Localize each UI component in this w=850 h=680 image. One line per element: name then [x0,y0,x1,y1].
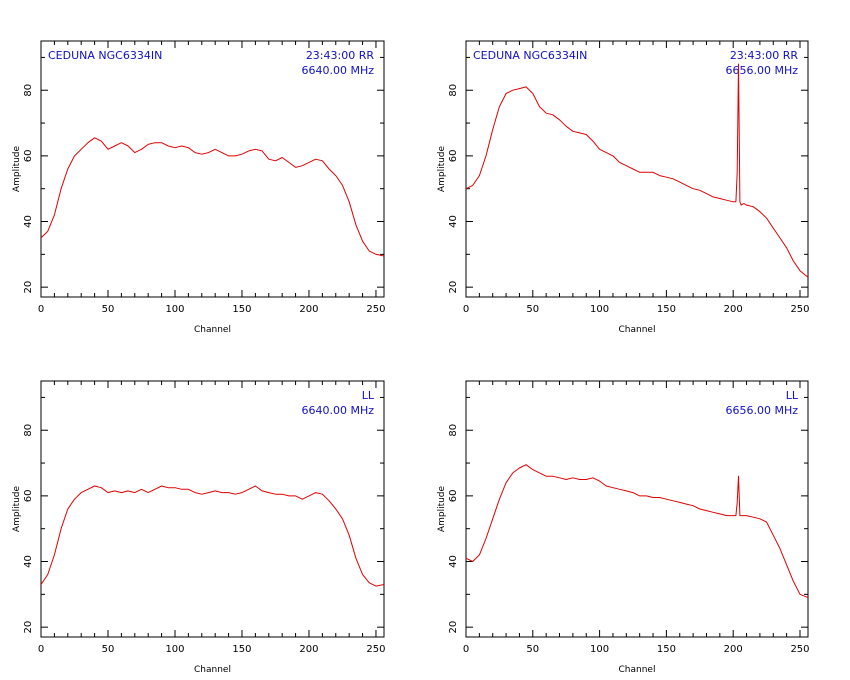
y-tick-label: 80 [23,84,34,97]
y-tick-label: 60 [448,150,459,163]
y-tick-label: 40 [23,215,34,228]
plot-frame [40,40,385,298]
x-tick-label: 150 [657,644,676,655]
x-tick-label: 100 [165,304,184,315]
y-axis-label: Amplitude [12,145,22,192]
y-axis-label: Amplitude [437,145,447,192]
source-label: CEDUNA NGC6334IN [473,49,587,62]
x-tick-label: 250 [790,644,809,655]
y-axis-label: Amplitude [12,485,22,532]
x-tick-label: 250 [366,644,385,655]
x-axis-label: Channel [619,665,656,675]
plot-frame [465,40,809,298]
y-tick-label: 20 [23,281,34,294]
amplitude-trace [40,485,385,587]
x-tick-label: 50 [526,644,539,655]
source-label: CEDUNA NGC6334IN [48,49,162,62]
x-tick-label: 150 [232,644,251,655]
amplitude-trace [465,63,809,278]
x-axis-label: Channel [194,665,231,675]
plot-frame [465,380,809,638]
x-tick-label: 100 [590,644,609,655]
y-tick-label: 80 [23,424,34,437]
y-tick-label: 40 [23,555,34,568]
x-tick-label: 200 [724,644,743,655]
x-tick-label: 0 [463,644,469,655]
polarization-label: LL [786,389,799,402]
frequency-label: 6640.00 MHz [301,64,374,77]
y-tick-label: 80 [448,84,459,97]
x-tick-label: 150 [232,304,251,315]
amplitude-trace [465,464,809,599]
x-tick-label: 100 [590,304,609,315]
y-tick-label: 60 [23,490,34,503]
x-axis-label: Channel [194,325,231,335]
spectrum-panel-2: 0 50 100 150 200 250 20 40 60 80 Channel Amplitude C… [437,40,810,335]
polarization-label: 23:43:00 RR [306,49,375,62]
x-tick-label: 50 [102,644,115,655]
y-axis-label: Amplitude [437,485,447,532]
spectrum-panel-3: 0 50 100 150 200 250 20 40 60 80 Channel Amplitude L… [12,380,386,675]
x-axis-label: Channel [619,325,656,335]
x-tick-label: 0 [38,644,44,655]
x-tick-label: 50 [102,304,115,315]
x-tick-label: 150 [657,304,676,315]
y-tick-label: 20 [23,621,34,634]
frequency-label: 6656.00 MHz [725,404,798,417]
frequency-label: 6640.00 MHz [301,404,374,417]
x-tick-label: 200 [299,304,318,315]
y-tick-label: 60 [448,490,459,503]
x-tick-label: 100 [165,644,184,655]
x-tick-label: 0 [463,304,469,315]
y-tick-label: 60 [23,150,34,163]
spectrum-panel-4: 0 50 100 150 200 250 20 40 60 80 Channel Amplitude L… [437,380,810,675]
y-tick-label: 80 [448,424,459,437]
x-tick-label: 0 [38,304,44,315]
polarization-label: LL [362,389,375,402]
plot-frame [40,380,385,638]
polarization-label: 23:43:00 RR [730,49,799,62]
y-tick-label: 40 [448,215,459,228]
x-tick-label: 50 [526,304,539,315]
x-tick-label: 200 [299,644,318,655]
frequency-label: 6656.00 MHz [725,64,798,77]
x-tick-label: 250 [790,304,809,315]
x-tick-label: 250 [366,304,385,315]
spectrum-panel-1: 0 50 100 150 200 250 20 40 60 80 Channel Amplitude C… [12,40,386,335]
y-tick-label: 40 [448,555,459,568]
y-tick-label: 20 [448,621,459,634]
y-tick-label: 20 [448,281,459,294]
amplitude-trace [40,137,385,257]
x-tick-label: 200 [724,304,743,315]
